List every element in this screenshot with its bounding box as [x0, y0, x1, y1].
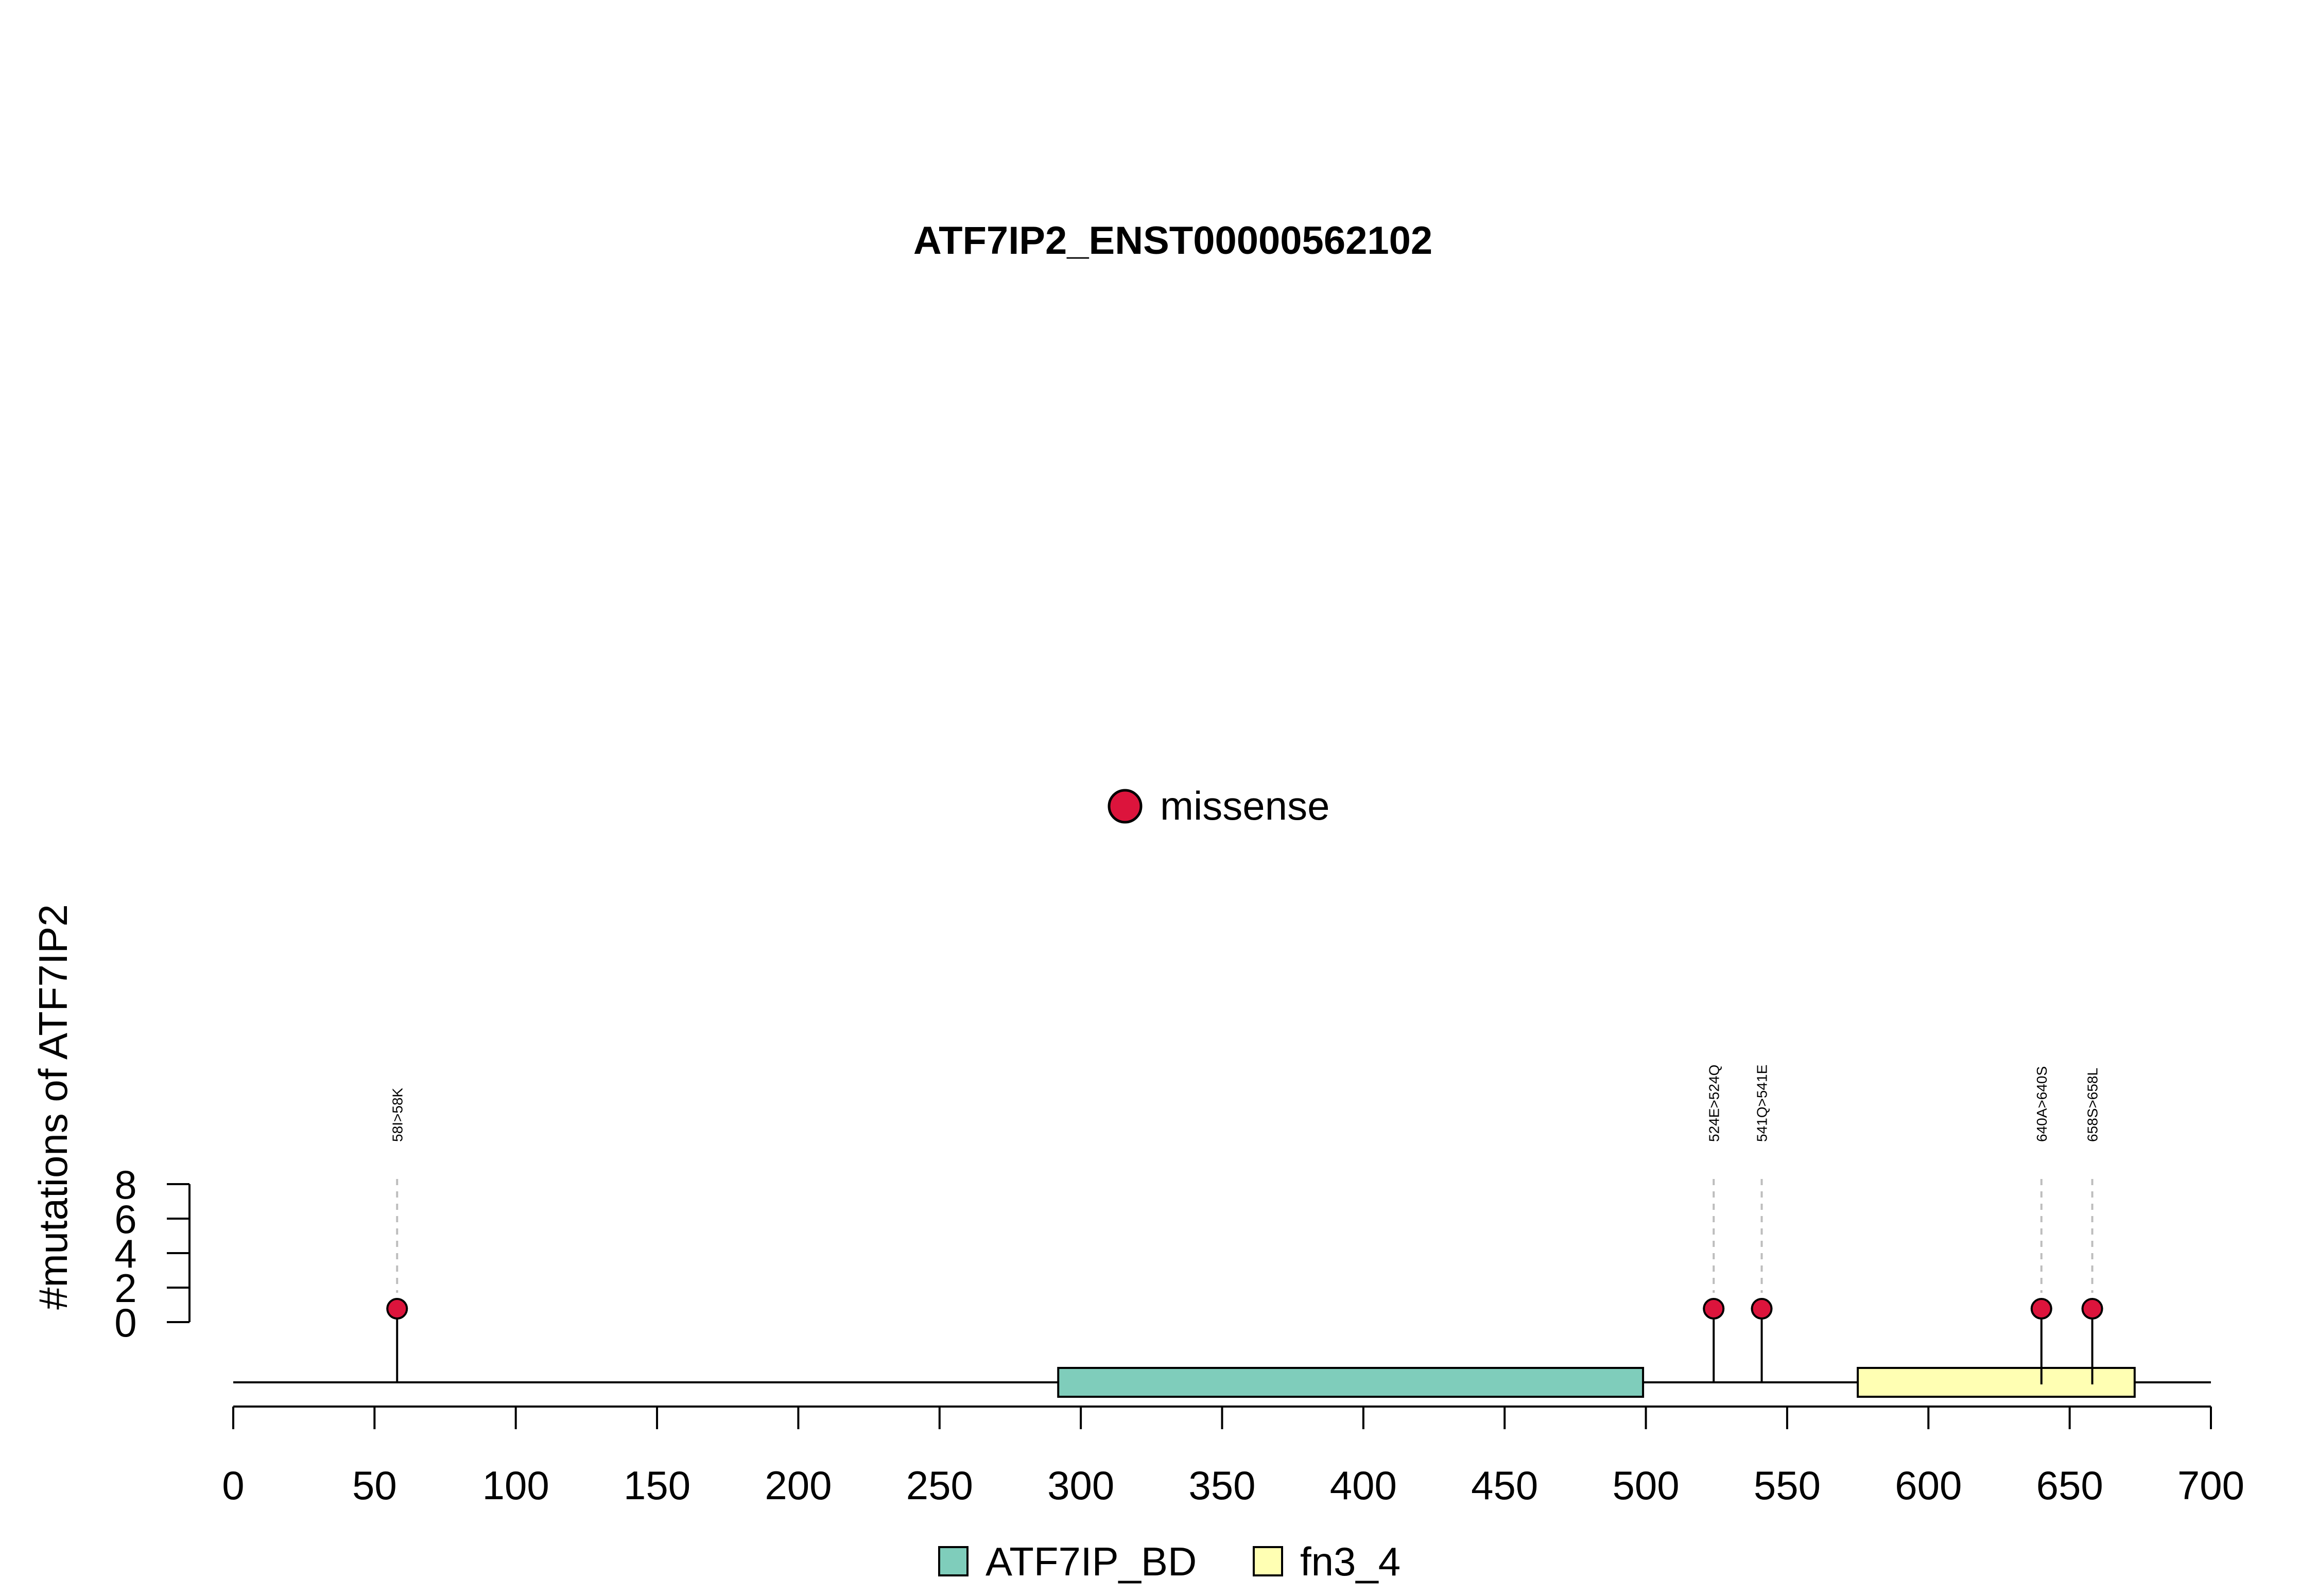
domain-legend-label-fn3-4: fn3_4 — [1300, 1539, 1400, 1584]
lollipop-head-658 — [2081, 1298, 2103, 1320]
y-tick-label-6: 6 — [114, 1196, 136, 1242]
x-tick-label-700: 700 — [2177, 1463, 2244, 1508]
lollipop-658: 658S>658L — [2081, 1068, 2103, 1384]
legend-missense-dot — [1108, 789, 1143, 824]
lollipop-58: 58I>58K — [386, 1088, 408, 1382]
domain-legend-label-atf7ip-bd: ATF7IP_BD — [985, 1539, 1197, 1584]
y-axis-label: #mutations of ATF7IP2 — [30, 904, 76, 1310]
domain-legend-swatch-atf7ip-bd — [938, 1546, 969, 1576]
mutation-label-541: 541Q>541E — [1754, 1065, 1770, 1142]
lollipop-524: 524E>524Q — [1703, 1065, 1725, 1382]
lollipop-head-58 — [386, 1298, 408, 1320]
lollipop-541: 541Q>541E — [1751, 1065, 1773, 1382]
domain-legend: ATF7IP_BD fn3_4 — [938, 1539, 1400, 1584]
x-tick-label-400: 400 — [1330, 1463, 1397, 1508]
x-tick-label-250: 250 — [906, 1463, 973, 1508]
lollipop-head-524 — [1703, 1298, 1725, 1320]
chart-title: ATF7IP2_ENST00000562102 — [913, 219, 1432, 263]
lollipop-640: 640A>640S — [2030, 1066, 2052, 1384]
legend-missense-label: missense — [1160, 783, 1329, 828]
mutation-label-640: 640A>640S — [2034, 1066, 2050, 1142]
y-tick-label-2: 2 — [114, 1265, 136, 1311]
domain-atf7ip-bd — [1057, 1367, 1645, 1398]
domain-fn3-4 — [1857, 1367, 2136, 1398]
x-tick-label-550: 550 — [1754, 1463, 1821, 1508]
lollipop-head-541 — [1751, 1298, 1773, 1320]
mutation-legend: missense — [1108, 783, 1329, 828]
x-tick-label-50: 50 — [352, 1463, 397, 1508]
y-tick-label-8: 8 — [114, 1162, 136, 1207]
x-tick-label-300: 300 — [1047, 1463, 1114, 1508]
mutation-label-58: 58I>58K — [389, 1088, 405, 1142]
x-axis: 0 50 100 150 200 250 300 350 400 450 500 550 600 650 7… — [222, 1406, 2244, 1508]
lollipop-head-640 — [2030, 1298, 2052, 1320]
x-tick-label-100: 100 — [482, 1463, 549, 1508]
x-tick-label-350: 350 — [1188, 1463, 1255, 1508]
domain-legend-swatch-fn3-4 — [1253, 1546, 1283, 1576]
domain-boxes — [1057, 1367, 2136, 1398]
x-tick-label-650: 650 — [2036, 1463, 2103, 1508]
x-tick-label-500: 500 — [1613, 1463, 1680, 1508]
x-tick-label-150: 150 — [624, 1463, 690, 1508]
mutation-label-658: 658S>658L — [2085, 1068, 2101, 1142]
x-tick-label-0: 0 — [222, 1463, 244, 1508]
y-tick-label-4: 4 — [114, 1231, 136, 1276]
x-tick-label-200: 200 — [765, 1463, 832, 1508]
x-tick-label-450: 450 — [1471, 1463, 1538, 1508]
mutation-lollipops: 58I>58K 524E>524Q 541Q>541E 640A>640S 658S>6… — [386, 1065, 2103, 1384]
x-tick-label-600: 600 — [1895, 1463, 1962, 1508]
mutation-label-524: 524E>524Q — [1706, 1065, 1722, 1142]
y-tick-label-0: 0 — [114, 1300, 136, 1345]
